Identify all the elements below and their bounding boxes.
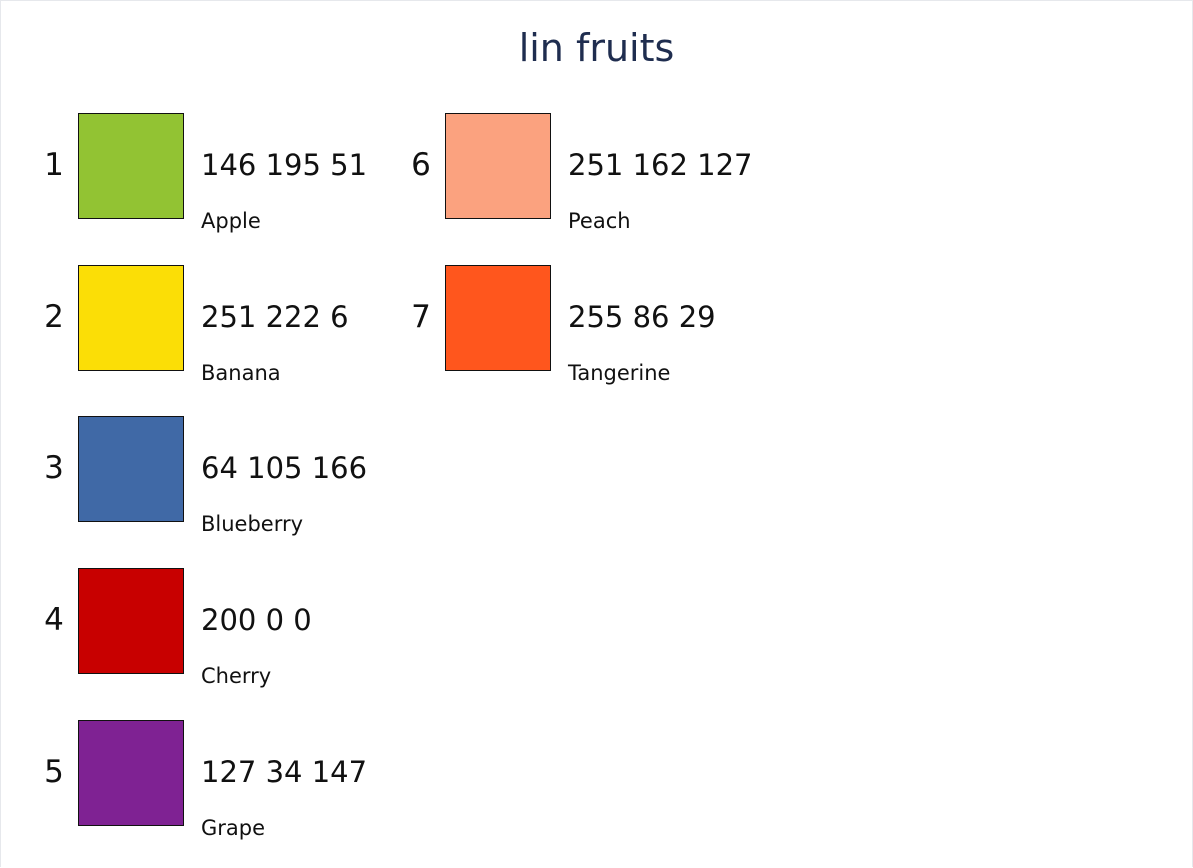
rgb-value: 251 222 6 (201, 300, 349, 334)
color-swatch (78, 265, 184, 371)
swatch-index: 1 (44, 147, 64, 183)
swatch-entry-banana: 2 251 222 6 Banana (41, 265, 401, 405)
fruit-name: Apple (201, 209, 261, 233)
color-swatch (78, 568, 184, 674)
swatch-index: 4 (44, 602, 64, 638)
swatch-entry-cherry: 4 200 0 0 Cherry (41, 568, 401, 708)
page-title: lin fruits (518, 26, 675, 70)
swatch-entry-blueberry: 3 64 105 166 Blueberry (41, 416, 401, 556)
color-swatch (445, 265, 551, 371)
fruit-name: Cherry (201, 664, 272, 688)
fruit-name: Banana (201, 361, 281, 385)
swatch-entry-grape: 5 127 34 147 Grape (41, 720, 401, 860)
swatch-entry-apple: 1 146 195 51 Apple (41, 113, 401, 253)
rgb-value: 200 0 0 (201, 603, 312, 637)
fruit-name: Blueberry (201, 512, 304, 536)
rgb-value: 255 86 29 (568, 300, 716, 334)
fruit-name: Tangerine (568, 361, 671, 385)
color-swatch (78, 416, 184, 522)
fruit-name: Grape (201, 816, 266, 840)
swatch-entry-peach: 6 251 162 127 Peach (408, 113, 768, 253)
rgb-value: 127 34 147 (201, 755, 368, 789)
color-swatch (78, 720, 184, 826)
color-swatch (78, 113, 184, 219)
rgb-value: 251 162 127 (568, 148, 753, 182)
fruit-name: Peach (568, 209, 631, 233)
color-swatch (445, 113, 551, 219)
swatch-entry-tangerine: 7 255 86 29 Tangerine (408, 265, 768, 405)
swatch-index: 6 (411, 147, 431, 183)
swatch-index: 3 (44, 450, 64, 486)
swatch-index: 2 (44, 299, 64, 335)
rgb-value: 146 195 51 (201, 148, 368, 182)
swatch-index: 7 (411, 299, 431, 335)
rgb-value: 64 105 166 (201, 451, 368, 485)
swatch-index: 5 (44, 754, 64, 790)
